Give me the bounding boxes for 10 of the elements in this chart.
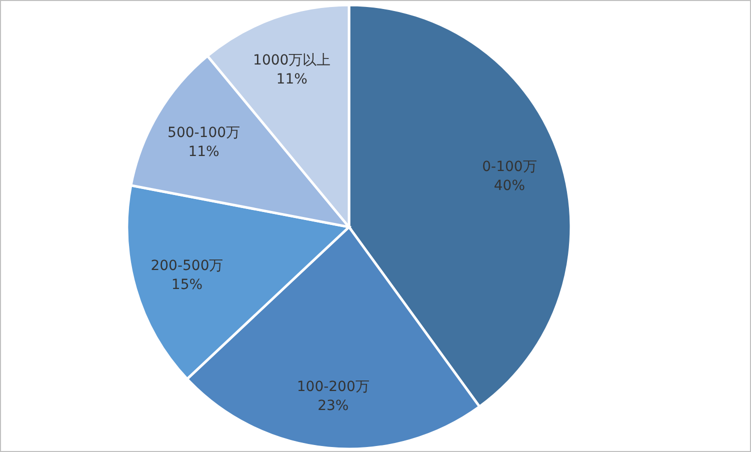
slice-label: 200-500万 <box>150 258 224 274</box>
slice-label: 0-100万 <box>482 158 537 175</box>
data-label: 15% <box>171 277 203 294</box>
slice-label: 500-100万 <box>168 125 240 142</box>
data-label: 40% <box>494 178 526 194</box>
data-label: 23% <box>318 398 349 414</box>
data-label: 11% <box>276 71 308 88</box>
slice-label: 100-200万 <box>296 378 370 395</box>
data-label: 11% <box>188 144 220 160</box>
slice-label: 1000万以上 <box>253 52 331 68</box>
